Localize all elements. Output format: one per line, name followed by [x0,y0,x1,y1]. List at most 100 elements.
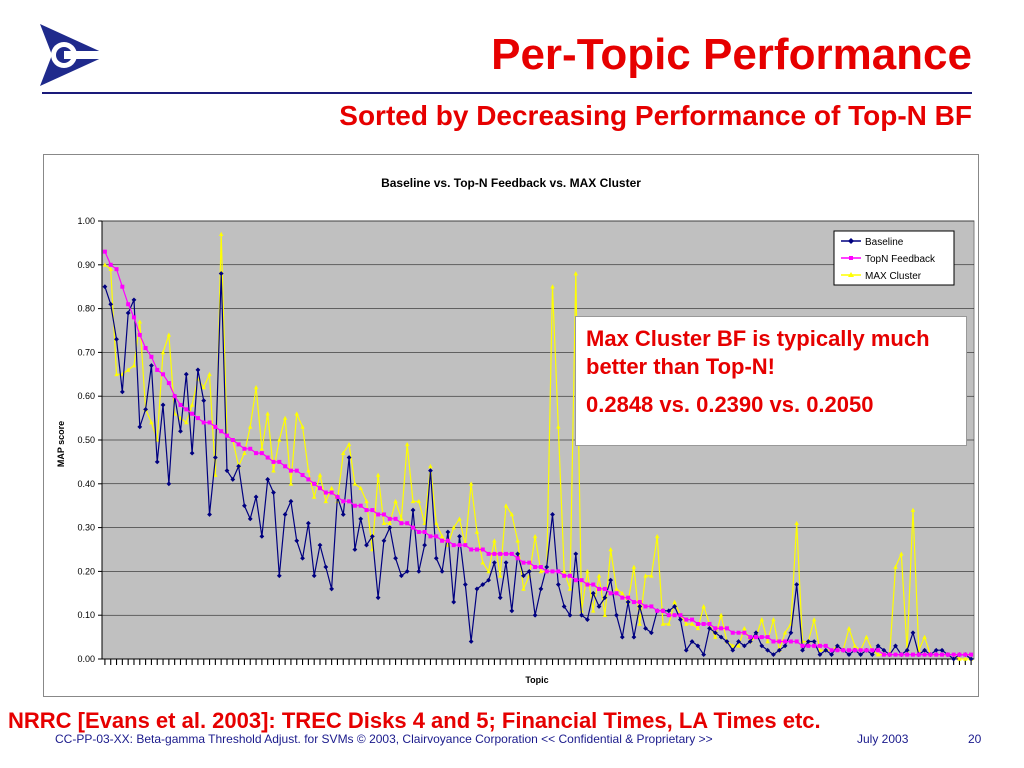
data-point-max-cluster [346,441,352,447]
legend-label-topn: TopN Feedback [865,254,936,265]
data-point-baseline [538,586,544,592]
data-point-topn-feedback [352,503,357,508]
data-point-topn-feedback [358,503,363,508]
data-point-topn-feedback [841,648,846,653]
data-point-topn-feedback [602,586,607,591]
data-point-topn-feedback [213,424,218,429]
data-point-max-cluster [718,612,724,617]
data-point-baseline [631,634,637,640]
data-point-baseline [585,617,590,622]
data-point-baseline [276,573,282,579]
data-point-topn-feedback [387,516,392,521]
data-point-baseline [730,647,736,653]
data-point-topn-feedback [858,648,863,653]
data-point-max-cluster [248,424,253,429]
data-point-topn-feedback [951,652,956,657]
data-point-topn-feedback [573,578,578,583]
data-point-baseline [375,595,381,601]
data-point-baseline [480,582,486,587]
data-point-topn-feedback [754,635,758,640]
y-tick-label: 0.40 [77,479,95,489]
data-point-max-cluster [364,498,369,504]
data-point-topn-feedback [294,468,299,473]
data-point-max-cluster [852,643,858,648]
data-point-max-cluster [695,625,701,631]
legend-label-baseline: Baseline [865,237,904,248]
data-point-max-cluster [846,625,852,631]
data-point-topn-feedback [416,529,421,534]
data-point-baseline [759,643,765,649]
data-point-topn-feedback [236,442,241,447]
data-point-max-cluster [323,498,329,504]
callout-statement: Max Cluster BF is typically much better … [586,326,930,379]
data-point-baseline [701,652,707,658]
data-point-topn-feedback [835,648,840,653]
data-point-baseline [439,569,445,574]
data-point-topn-feedback [312,481,317,486]
data-point-max-cluster [608,547,613,552]
data-point-max-cluster [102,262,108,267]
data-point-topn-feedback [254,451,259,456]
data-point-topn-feedback [655,608,660,613]
data-point-topn-feedback [940,652,945,657]
data-point-max-cluster [684,621,689,626]
data-point-max-cluster [672,599,677,604]
data-point-baseline [457,533,462,539]
data-point-topn-feedback [597,586,602,591]
data-point-max-cluster [108,266,113,271]
data-point-topn-feedback [934,652,939,657]
data-point-topn-feedback [794,639,799,644]
data-point-baseline [567,612,573,618]
data-point-topn-feedback [910,652,915,657]
data-point-baseline [800,647,805,653]
data-point-max-cluster [875,652,881,657]
data-point-topn-feedback [492,551,497,556]
data-point-baseline [939,647,945,653]
data-point-topn-feedback [195,416,200,421]
data-point-max-cluster [556,424,561,429]
data-point-baseline [718,634,724,640]
data-point-topn-feedback [684,617,689,622]
data-point-baseline [695,643,701,649]
data-point-topn-feedback [649,604,654,609]
data-point-max-cluster [451,525,456,530]
data-point-baseline [433,555,439,561]
data-point-baseline [201,398,207,403]
data-point-baseline [125,310,131,316]
data-point-max-cluster [654,533,660,539]
data-point-baseline [154,459,160,465]
data-point-topn-feedback [376,512,381,517]
data-point-topn-feedback [817,643,822,648]
data-point-max-cluster [631,564,637,569]
data-point-topn-feedback [114,267,119,272]
data-point-max-cluster [515,538,520,543]
data-point-max-cluster [207,371,212,377]
data-point-max-cluster [521,586,526,591]
data-point-max-cluster [643,573,648,578]
data-point-topn-feedback [713,626,718,631]
data-point-baseline [922,647,927,653]
data-point-topn-feedback [329,490,334,495]
data-point-max-cluster [381,520,387,526]
data-point-baseline [137,424,143,430]
data-point-baseline [590,590,596,596]
data-point-topn-feedback [515,556,520,561]
data-point-topn-feedback [306,477,311,482]
data-point-topn-feedback [608,591,613,596]
data-point-topn-feedback [381,512,386,517]
data-point-topn-feedback [724,626,729,631]
data-point-baseline [247,516,253,522]
data-point-topn-feedback [224,433,229,438]
data-point-topn-feedback [945,652,950,657]
data-point-topn-feedback [678,613,683,618]
data-point-topn-feedback [701,621,706,626]
data-point-baseline [381,538,387,544]
footer-page-number: 20 [968,732,982,746]
legend-item-maxcluster: MAX Cluster [841,271,922,282]
data-point-max-cluster [352,481,358,486]
data-point-topn-feedback [347,499,352,504]
data-point-topn-feedback [771,639,776,644]
data-point-max-cluster [405,441,410,447]
data-point-topn-feedback [544,569,549,574]
data-point-baseline [817,652,823,658]
